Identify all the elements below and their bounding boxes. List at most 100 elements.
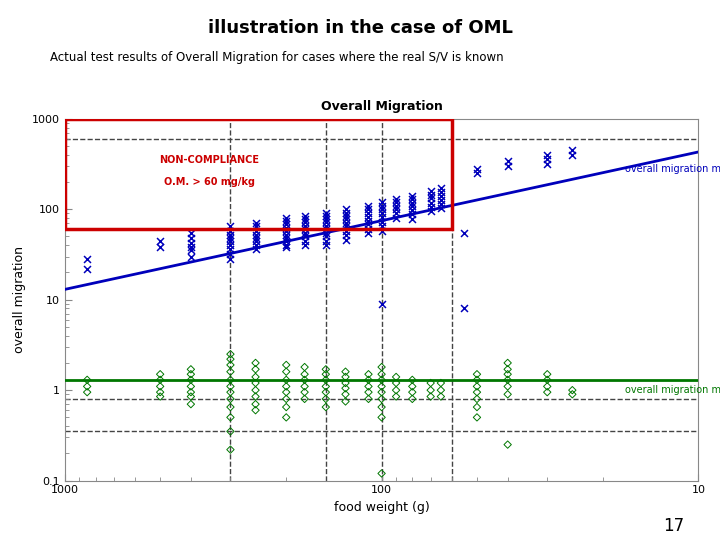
Point <box>225 446 236 454</box>
Point <box>376 222 387 231</box>
Point <box>407 382 418 391</box>
Point <box>502 375 513 384</box>
Point <box>250 365 261 374</box>
Point <box>471 413 482 422</box>
Point <box>376 363 387 372</box>
Point <box>340 384 351 393</box>
Point <box>471 382 482 391</box>
Point <box>390 201 402 210</box>
Point <box>376 205 387 213</box>
Point <box>320 395 332 403</box>
Point <box>154 388 166 396</box>
Point <box>225 234 236 242</box>
Point <box>502 390 513 399</box>
Point <box>281 382 292 391</box>
Point <box>567 390 578 399</box>
Point <box>471 165 482 173</box>
Point <box>281 243 292 252</box>
Point <box>299 370 310 379</box>
Point <box>407 210 418 219</box>
Point <box>363 213 374 221</box>
Point <box>340 367 351 376</box>
Point <box>185 239 197 248</box>
Point <box>185 228 197 237</box>
Point <box>390 194 402 203</box>
Point <box>502 440 513 449</box>
Y-axis label: overall migration: overall migration <box>14 246 27 353</box>
Point <box>435 392 446 401</box>
Point <box>502 162 513 171</box>
Point <box>363 388 374 396</box>
Text: 17: 17 <box>663 517 684 535</box>
Title: Overall Migration: Overall Migration <box>320 100 443 113</box>
Point <box>363 205 374 213</box>
Point <box>376 395 387 403</box>
Point <box>281 361 292 369</box>
Point <box>225 382 236 391</box>
X-axis label: food weight (g): food weight (g) <box>334 501 429 514</box>
Point <box>471 395 482 403</box>
Point <box>225 395 236 403</box>
Point <box>425 392 436 401</box>
Point <box>154 392 166 401</box>
Point <box>185 234 197 242</box>
Point <box>376 382 387 391</box>
Point <box>567 386 578 394</box>
Point <box>225 255 236 264</box>
Point <box>363 370 374 379</box>
Point <box>299 211 310 220</box>
Point <box>185 252 197 261</box>
Point <box>376 403 387 411</box>
Point <box>340 397 351 406</box>
Text: NON-COMPLIANCE: NON-COMPLIANCE <box>159 155 259 165</box>
Point <box>407 215 418 224</box>
Point <box>320 237 332 245</box>
Point <box>340 379 351 387</box>
Point <box>225 367 236 376</box>
Point <box>299 363 310 372</box>
Point <box>320 388 332 396</box>
Point <box>250 231 261 239</box>
Point <box>425 198 436 207</box>
Point <box>225 388 236 396</box>
Point <box>185 400 197 408</box>
Point <box>299 232 310 241</box>
Point <box>340 211 351 220</box>
Point <box>281 231 292 239</box>
Text: O.M. > 60 mg/kg: O.M. > 60 mg/kg <box>163 177 255 187</box>
Point <box>250 241 261 249</box>
Point <box>376 218 387 226</box>
Point <box>425 379 436 387</box>
Point <box>320 365 332 374</box>
Point <box>154 382 166 391</box>
Point <box>320 228 332 237</box>
Point <box>376 226 387 235</box>
Point <box>185 388 197 396</box>
Point <box>320 403 332 411</box>
Text: overall migration mg/dm²: overall migration mg/dm² <box>626 385 720 395</box>
Point <box>320 211 332 220</box>
Point <box>407 206 418 214</box>
Point <box>250 222 261 231</box>
Point <box>363 382 374 391</box>
Point <box>299 375 310 384</box>
Point <box>281 367 292 376</box>
Point <box>435 379 446 387</box>
Point <box>185 382 197 391</box>
Point <box>281 395 292 403</box>
Point <box>281 241 292 249</box>
Point <box>250 359 261 367</box>
Point <box>225 231 236 239</box>
Point <box>81 388 93 396</box>
Point <box>363 209 374 218</box>
Point <box>225 249 236 258</box>
Point <box>250 386 261 394</box>
Point <box>225 245 236 254</box>
Point <box>320 215 332 224</box>
Point <box>281 403 292 411</box>
Point <box>281 226 292 235</box>
Point <box>320 209 332 218</box>
Point <box>320 241 332 249</box>
Point <box>281 220 292 229</box>
Point <box>225 355 236 363</box>
